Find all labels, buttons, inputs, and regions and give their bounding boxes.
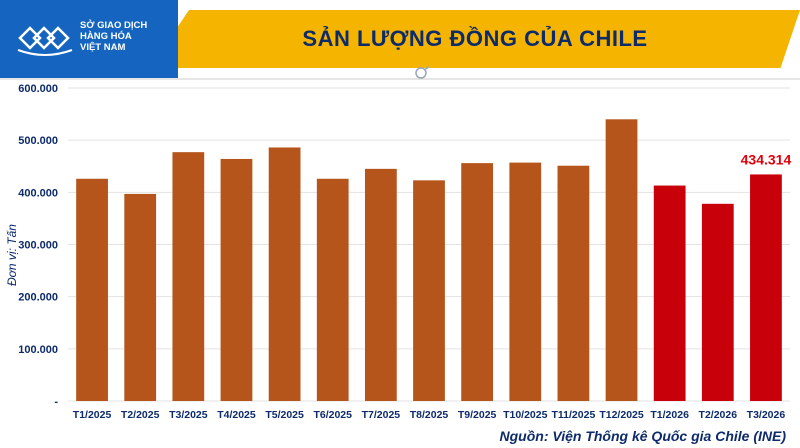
logo-text: SỞ GIAO DỊCH HÀNG HÓA VIỆT NAM — [80, 20, 170, 53]
logo: SỞ GIAO DỊCH HÀNG HÓA VIỆT NAM — [0, 0, 178, 78]
x-tick-label: T3/2025 — [169, 409, 208, 421]
y-tick-label: 300.000 — [18, 240, 58, 252]
bar — [750, 174, 782, 401]
bar — [76, 178, 108, 401]
bar — [364, 168, 397, 401]
x-tick-label: T12/2025 — [599, 409, 644, 421]
bar — [701, 203, 734, 401]
bar — [124, 193, 157, 401]
bar — [509, 162, 542, 401]
y-tick-label: 400.000 — [18, 187, 58, 199]
y-tick-labels: - 100.000 200.000 300.000 400.000 500.000 600.… — [18, 83, 58, 408]
bar — [557, 165, 590, 401]
title-band — [150, 10, 800, 68]
bar — [268, 147, 301, 401]
x-tick-label: T2/2026 — [699, 409, 738, 421]
logo-icon — [17, 26, 73, 56]
x-tick-label: T7/2025 — [362, 409, 401, 421]
bars — [76, 119, 782, 402]
source-note: Nguồn: Viện Thống kê Quốc gia Chile (INE… — [499, 428, 786, 444]
bar — [605, 119, 638, 402]
logo-line-3: VIỆT NAM — [80, 42, 126, 53]
x-tick-label: T5/2025 — [265, 409, 304, 421]
logo-line-1: SỞ GIAO DỊCH — [80, 20, 148, 31]
x-tick-label: T2/2025 — [121, 409, 160, 421]
x-tick-label: T4/2025 — [217, 409, 256, 421]
x-tick-label: T9/2025 — [458, 409, 497, 421]
x-tick-labels: T1/2025 T2/2025 T3/2025 T4/2025 T5/2025 T6/20… — [73, 409, 786, 421]
watermark-icon — [415, 66, 430, 79]
header-divider — [0, 78, 800, 80]
y-tick-label: 100.000 — [18, 344, 58, 356]
y-tick-label: 500.000 — [18, 135, 58, 147]
y-tick-label: - — [54, 396, 58, 408]
header: SỞ GIAO DỊCH HÀNG HÓA VIỆT NAM SẢN LƯỢNG… — [0, 0, 800, 78]
page-title: SẢN LƯỢNG ĐỒNG CỦA CHILE — [302, 26, 648, 51]
bar — [316, 178, 349, 401]
bar — [220, 158, 253, 401]
x-tick-label: T8/2025 — [410, 409, 449, 421]
data-labels: 434.314 — [741, 151, 792, 167]
x-tick-label: T10/2025 — [503, 409, 548, 421]
bar — [653, 185, 686, 401]
y-tick-label: 200.000 — [18, 292, 58, 304]
data-label: 434.314 — [741, 151, 792, 167]
x-tick-label: T3/2026 — [747, 409, 786, 421]
y-axis-label: Đơn vị: Tấn — [5, 224, 19, 286]
bar — [413, 180, 445, 401]
x-tick-label: T1/2025 — [73, 409, 112, 421]
x-tick-label: T6/2025 — [313, 409, 352, 421]
y-tick-label: 600.000 — [18, 83, 58, 95]
logo-line-2: HÀNG HÓA — [80, 31, 132, 42]
x-tick-label: T11/2025 — [552, 409, 596, 421]
bar — [172, 152, 205, 401]
bar — [461, 163, 494, 401]
x-tick-label: T1/2026 — [650, 409, 689, 421]
